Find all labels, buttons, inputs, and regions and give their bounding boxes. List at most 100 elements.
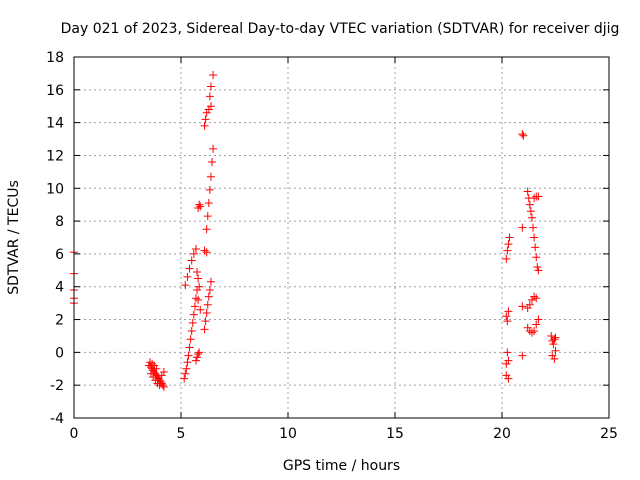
data-point: [527, 295, 536, 304]
data-point: [203, 212, 212, 221]
data-point: [530, 194, 539, 203]
data-point: [525, 300, 534, 309]
data-point: [200, 325, 209, 334]
data-point: [156, 377, 165, 386]
data-point: [193, 353, 202, 362]
data-point: [525, 200, 534, 209]
data-point: [209, 71, 218, 80]
data-point: [523, 187, 532, 196]
data-point: [534, 266, 543, 275]
data-point: [551, 346, 560, 355]
data-point: [194, 295, 203, 304]
data-point: [550, 335, 559, 344]
grid-lines: [74, 57, 609, 418]
data-point: [504, 307, 513, 316]
data-point: [191, 356, 200, 365]
data-point: [202, 108, 211, 117]
data-point: [204, 199, 213, 208]
data-point: [152, 364, 161, 373]
data-point: [147, 369, 156, 378]
y-tick-label: 16: [46, 83, 64, 99]
data-point: [202, 248, 211, 257]
data-point: [206, 82, 215, 91]
data-point: [149, 372, 158, 381]
data-point: [183, 358, 192, 367]
data-point: [527, 213, 536, 222]
data-point: [184, 351, 193, 360]
data-point: [518, 302, 527, 311]
data-point: [180, 374, 189, 383]
data-point: [186, 335, 195, 344]
y-tick-label: 18: [46, 50, 64, 66]
data-point: [187, 327, 196, 336]
data-point: [526, 207, 535, 216]
y-tick-label: 0: [55, 345, 64, 361]
data-point: [196, 202, 205, 211]
data-point: [547, 331, 556, 340]
x-tick-label: 15: [386, 426, 404, 442]
data-point: [206, 102, 215, 111]
data-point: [195, 282, 204, 291]
data-point: [527, 328, 536, 337]
data-point: [505, 233, 514, 242]
data-point: [155, 381, 164, 390]
y-tick-label: 8: [55, 214, 64, 230]
data-point: [548, 351, 557, 360]
data-point: [534, 192, 543, 201]
data-point: [533, 263, 542, 272]
data-point: [181, 369, 190, 378]
data-point: [148, 359, 157, 368]
data-point: [196, 305, 205, 314]
data-point: [201, 317, 210, 326]
data-point: [189, 249, 198, 258]
data-point: [523, 323, 532, 332]
x-tick-label: 5: [177, 426, 186, 442]
tick-labels: 0 5 10 15 20 25 -4 -2 0 2 4 6 8 10 12 14 16 18: [46, 50, 618, 442]
data-point: [193, 267, 202, 276]
data-point: [182, 364, 191, 373]
data-point: [205, 286, 214, 295]
data-point: [503, 317, 512, 326]
data-point: [519, 131, 528, 140]
x-tick-label: 10: [279, 426, 297, 442]
data-point: [189, 310, 198, 319]
data-point: [532, 320, 541, 329]
data-point: [190, 302, 199, 311]
data-point: [530, 292, 539, 301]
data-point: [185, 343, 194, 352]
x-tick-label: 20: [493, 426, 511, 442]
data-point: [204, 105, 213, 114]
data-point: [181, 281, 190, 290]
y-axis-label: SDTVAR / TECUs: [6, 180, 22, 295]
data-point: [151, 376, 160, 385]
data-point: [206, 277, 215, 286]
data-point: [187, 256, 196, 265]
data-point: [503, 246, 512, 255]
x-axis-label: GPS time / hours: [283, 458, 400, 474]
y-tick-label: -4: [50, 411, 64, 427]
data-point: [201, 115, 210, 124]
data-point: [532, 253, 541, 262]
data-point: [532, 294, 541, 303]
data-point: [208, 158, 217, 167]
data-point: [518, 223, 527, 232]
plot-frame: [73, 56, 610, 419]
y-tick-label: 6: [55, 247, 64, 263]
x-tick-label: 0: [70, 426, 79, 442]
data-point: [200, 246, 209, 255]
data-point: [209, 144, 218, 153]
data-point: [194, 274, 203, 283]
data-point: [551, 333, 560, 342]
y-tick-label: -2: [50, 378, 64, 394]
data-point: [195, 200, 204, 209]
data-point: [503, 348, 512, 357]
data-point: [183, 272, 192, 281]
data-point: [502, 371, 511, 380]
data-point: [202, 225, 211, 234]
data-point: [504, 356, 513, 365]
data-point: [188, 318, 197, 327]
data-point: [206, 172, 215, 181]
x-tick-label: 25: [600, 426, 618, 442]
data-point: [159, 368, 168, 377]
